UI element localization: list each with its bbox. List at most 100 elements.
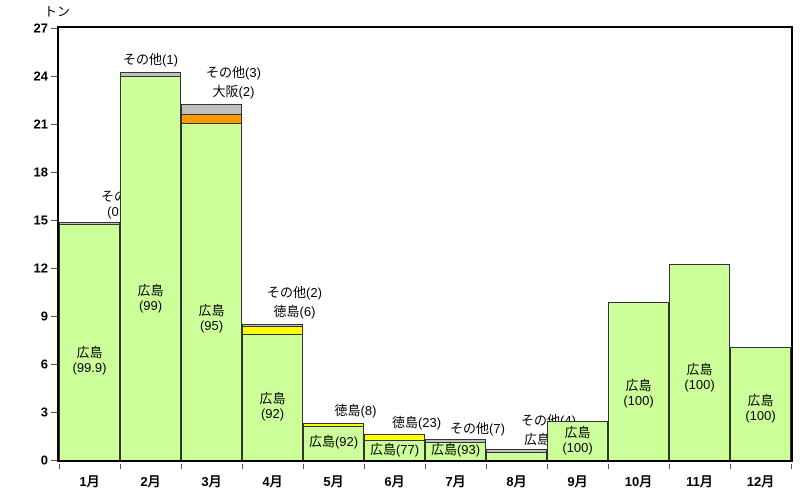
bar-outer-label: 徳島(6) bbox=[229, 304, 360, 320]
x-tick-mark bbox=[486, 464, 487, 469]
y-tick-label: 6 bbox=[40, 356, 48, 372]
bar-group[interactable]: 広島(77) bbox=[364, 28, 425, 460]
y-tick-mark bbox=[51, 172, 57, 173]
x-tick-mark bbox=[181, 464, 182, 469]
x-tick-mark bbox=[608, 464, 609, 469]
bar-segment-徳島[interactable] bbox=[303, 422, 364, 426]
bar-outer-label-line: その他(1) bbox=[123, 51, 178, 67]
y-tick-mark bbox=[51, 220, 57, 221]
y-tick-label: 15 bbox=[33, 212, 48, 228]
bar-group[interactable]: 広島 (100) bbox=[608, 28, 669, 460]
x-tick-mark bbox=[120, 464, 121, 469]
bar-segment-その他[interactable] bbox=[59, 221, 120, 225]
y-tick-label: 0 bbox=[40, 452, 48, 468]
bar-outer-label: その他(7) bbox=[412, 421, 543, 437]
bar-segment-広島[interactable] bbox=[303, 425, 364, 460]
x-tick-mark bbox=[791, 464, 792, 469]
bar-outer-label-line: 徳島(8) bbox=[334, 402, 377, 418]
x-tick-label: 9月 bbox=[567, 474, 588, 489]
x-tick-label: 10月 bbox=[624, 474, 653, 489]
y-tick-mark bbox=[51, 76, 57, 77]
y-tick-mark bbox=[51, 364, 57, 365]
bar-outer-label: 徳島(23) bbox=[351, 415, 482, 431]
bar-group[interactable]: 広島(93) bbox=[425, 28, 486, 460]
y-axis-unit-label: トン bbox=[44, 4, 71, 19]
bar-segment-大阪[interactable] bbox=[181, 114, 242, 124]
bar-outer-label: 徳島(8) bbox=[290, 403, 421, 419]
bar-segment-広島[interactable] bbox=[242, 334, 303, 460]
y-tick-label: 27 bbox=[33, 20, 48, 36]
x-tick-mark bbox=[242, 464, 243, 469]
bar-outer-label-line: 大阪(2) bbox=[212, 84, 255, 100]
bar-segment-その他[interactable] bbox=[425, 439, 486, 442]
bar-segment-広島[interactable] bbox=[425, 441, 486, 460]
bar-segment-その他[interactable] bbox=[486, 449, 547, 452]
bar-outer-label: その他(3) bbox=[168, 65, 299, 81]
bar-group[interactable]: 広島(92) bbox=[242, 28, 303, 460]
bar-segment-その他[interactable] bbox=[242, 323, 303, 327]
bar-outer-label-line: その他(2) bbox=[267, 285, 322, 301]
bar-outer-label: 大阪(2) bbox=[168, 84, 299, 100]
y-tick-mark bbox=[51, 316, 57, 317]
bar-segment-徳島[interactable] bbox=[242, 326, 303, 335]
bar-segment-広島[interactable] bbox=[730, 347, 791, 460]
y-tick-mark bbox=[51, 412, 57, 413]
x-tick-mark bbox=[547, 464, 548, 469]
x-tick-label: 4月 bbox=[262, 474, 283, 489]
bar-group[interactable]: 広島 (99) bbox=[120, 28, 181, 460]
x-tick-label: 8月 bbox=[506, 474, 527, 489]
bar-segment-広島[interactable] bbox=[59, 224, 120, 460]
bar-segment-広島[interactable] bbox=[120, 75, 181, 460]
bar-group[interactable]: 広島 (100) bbox=[547, 28, 608, 460]
bar-outer-label: その他(2) bbox=[229, 285, 360, 301]
bar-segment-その他[interactable] bbox=[181, 103, 242, 115]
x-tick-label: 12月 bbox=[746, 474, 775, 489]
bar-outer-label: その他(1) bbox=[85, 52, 216, 68]
x-tick-label: 5月 bbox=[323, 474, 344, 489]
bar-segment-広島[interactable] bbox=[669, 264, 730, 460]
bar-segment-広島[interactable] bbox=[486, 451, 547, 460]
bar-group[interactable]: 広島 (99.9) bbox=[59, 28, 120, 460]
x-tick-mark bbox=[364, 464, 365, 469]
bar-segment-広島[interactable] bbox=[364, 440, 425, 460]
y-tick-mark bbox=[51, 460, 57, 461]
y-tick-label: 21 bbox=[33, 116, 48, 132]
x-tick-label: 1月 bbox=[79, 474, 100, 489]
x-tick-label: 2月 bbox=[140, 474, 161, 489]
y-tick-label: 9 bbox=[40, 308, 48, 324]
y-tick-label: 12 bbox=[33, 260, 48, 276]
x-tick-mark bbox=[303, 464, 304, 469]
y-axis: 0 3 6 9 12 15 18 21 24 27 bbox=[0, 0, 48, 491]
x-tick-label: 6月 bbox=[384, 474, 405, 489]
bar-segment-徳島[interactable] bbox=[364, 434, 425, 440]
x-tick-mark bbox=[730, 464, 731, 469]
x-tick-mark bbox=[669, 464, 670, 469]
bar-segment-その他[interactable] bbox=[120, 71, 181, 76]
bar-segment-広島[interactable] bbox=[608, 301, 669, 460]
bar-outer-label-line: 徳島(6) bbox=[273, 304, 316, 320]
y-tick-label: 3 bbox=[40, 404, 48, 420]
bar-segment-広島[interactable] bbox=[181, 123, 242, 460]
x-tick-mark bbox=[59, 464, 60, 469]
bar-group[interactable]: 広島 (100) bbox=[669, 28, 730, 460]
x-axis: 1月 2月 3月 4月 5月 6月 7月 8月 9月 10月 11月 12月 bbox=[57, 464, 793, 491]
x-tick-label: 7月 bbox=[445, 474, 466, 489]
y-tick-mark bbox=[51, 124, 57, 125]
bar-outer-label-line: その他(7) bbox=[450, 420, 505, 436]
y-tick-mark bbox=[51, 28, 57, 29]
bar-group[interactable]: 広島 (95) bbox=[181, 28, 242, 460]
bar-segment-広島[interactable] bbox=[547, 421, 608, 460]
x-tick-label: 11月 bbox=[686, 474, 713, 489]
bar-group[interactable]: 広島(92) bbox=[303, 28, 364, 460]
bar-outer-label-line: 徳島(23) bbox=[391, 414, 442, 430]
bar-group[interactable]: 広島 (100) bbox=[730, 28, 791, 460]
plot-area: 広島(99.9)その他(0.1)広島(99)その他(1)広島(95)その他(3)… bbox=[57, 26, 793, 462]
bar-outer-label-line: その他(3) bbox=[206, 65, 261, 81]
bar-group[interactable] bbox=[486, 28, 547, 460]
x-tick-mark bbox=[425, 464, 426, 469]
y-tick-label: 18 bbox=[33, 164, 48, 180]
y-tick-label: 24 bbox=[33, 68, 48, 84]
x-tick-label: 3月 bbox=[201, 474, 222, 489]
y-tick-mark bbox=[51, 268, 57, 269]
